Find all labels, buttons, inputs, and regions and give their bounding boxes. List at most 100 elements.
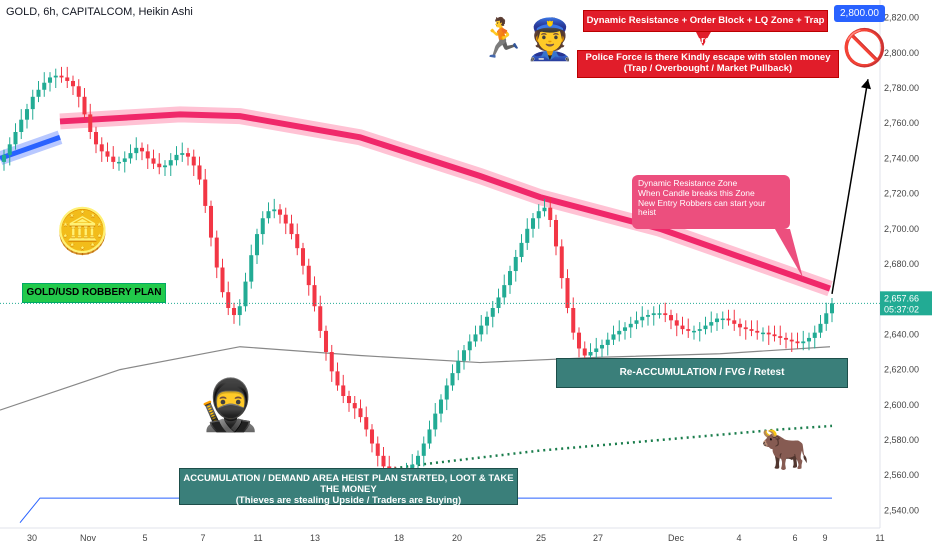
candle-body bbox=[783, 337, 789, 340]
trap-label-pointer bbox=[695, 30, 712, 46]
candle-body bbox=[732, 320, 737, 324]
candle-body bbox=[226, 292, 231, 308]
pink-note-line3: New Entry Robbers can start your heist bbox=[638, 197, 766, 218]
candle-body bbox=[82, 96, 87, 115]
price-tick-label: 2,760.00 bbox=[884, 118, 919, 128]
candle-body bbox=[42, 82, 47, 90]
bull-bear-icon: 🐂 bbox=[760, 428, 810, 472]
candle-body bbox=[208, 205, 214, 238]
candle-body bbox=[260, 218, 265, 235]
candle-body bbox=[300, 248, 306, 266]
candle-body bbox=[645, 315, 651, 317]
candle-body bbox=[174, 154, 179, 161]
police-warning-label: Police Force is there Kindly escape with… bbox=[577, 50, 839, 78]
chart-title: GOLD, 6h, CAPITALCOM, Heikin Ashi bbox=[6, 6, 193, 18]
candle-body bbox=[1, 154, 7, 162]
candle-body bbox=[369, 429, 375, 444]
pink-note-pointer bbox=[775, 229, 803, 278]
trap-area-text: Dynamic Resistance + Order Block + LQ Zo… bbox=[586, 15, 825, 46]
time-tick-label: 30 bbox=[27, 533, 37, 543]
candle-body bbox=[65, 77, 70, 81]
candle-body bbox=[576, 332, 582, 349]
accumulation-zone: ACCUMULATION / DEMAND AREA HEIST PLAN ST… bbox=[179, 468, 518, 506]
current-price-text: 2,657.66 bbox=[884, 293, 919, 303]
time-tick-label: 27 bbox=[593, 533, 603, 543]
candle-body bbox=[24, 109, 30, 120]
candle-body bbox=[548, 207, 553, 220]
candle-body bbox=[703, 325, 708, 330]
candle-body bbox=[473, 334, 478, 342]
time-tick-label: 7 bbox=[200, 533, 205, 543]
candle-body bbox=[484, 316, 490, 326]
candle-body bbox=[168, 160, 173, 166]
candle-body bbox=[686, 329, 691, 331]
moving-average-gray bbox=[0, 346, 831, 411]
price-tick-label: 2,640.00 bbox=[884, 329, 919, 339]
candles bbox=[1, 66, 835, 486]
time-tick-label: 13 bbox=[310, 533, 320, 543]
current-price-box bbox=[880, 291, 932, 316]
candle-body bbox=[59, 75, 64, 78]
price-tick-label: 2,800.00 bbox=[884, 48, 919, 58]
candle-body bbox=[128, 153, 133, 159]
candle-body bbox=[438, 399, 444, 414]
time-tick-label: 11 bbox=[875, 533, 884, 543]
blue-baseline-line bbox=[19, 497, 832, 524]
candle-body bbox=[778, 336, 783, 338]
candle-body bbox=[709, 322, 714, 326]
price-tick-label: 2,680.00 bbox=[884, 259, 919, 269]
candle-body bbox=[559, 246, 564, 279]
candle-body bbox=[582, 348, 587, 356]
pink-note-line1: Dynamic Resistance Zone bbox=[638, 178, 738, 188]
candle-body bbox=[450, 373, 455, 386]
candle-body bbox=[760, 332, 766, 335]
blue-baseline bbox=[19, 497, 832, 524]
candle-body bbox=[139, 147, 145, 152]
candle-body bbox=[421, 443, 426, 456]
candle-body bbox=[295, 234, 300, 249]
candle-body bbox=[829, 303, 835, 314]
candle-body bbox=[162, 165, 168, 168]
price-tick-label: 2,620.00 bbox=[884, 365, 919, 375]
price-tick-label: 2,560.00 bbox=[884, 470, 919, 480]
candle-body bbox=[680, 325, 685, 330]
price-tick-label: 2,720.00 bbox=[884, 189, 919, 199]
robber-with-bag-icon: 🏃 bbox=[478, 18, 526, 60]
candle-body bbox=[749, 329, 754, 331]
candle-body bbox=[145, 151, 150, 159]
candle-body bbox=[795, 341, 800, 344]
candle-body bbox=[594, 348, 599, 352]
price-tick-label: 2,600.00 bbox=[884, 400, 919, 410]
candle-body bbox=[513, 256, 518, 272]
candle-body bbox=[151, 158, 156, 164]
candle-body bbox=[467, 341, 472, 351]
police-icon: 👮 bbox=[525, 18, 575, 62]
candle-body bbox=[375, 443, 380, 456]
target-price-badge: 2,800.00 bbox=[834, 5, 885, 22]
candle-body bbox=[634, 320, 639, 324]
candle-body bbox=[88, 114, 93, 132]
candle-body bbox=[93, 132, 99, 145]
candle-body bbox=[214, 237, 219, 268]
candle-body bbox=[13, 132, 18, 145]
candle-body bbox=[536, 211, 541, 219]
candle-body bbox=[122, 158, 127, 162]
candle-body bbox=[588, 352, 593, 356]
candle-body bbox=[7, 144, 12, 155]
thief-icon: 🥷 bbox=[198, 377, 261, 433]
price-tick-label: 2,820.00 bbox=[884, 13, 919, 23]
candle-body bbox=[789, 339, 794, 342]
time-tick-label: 18 bbox=[394, 533, 404, 543]
price-tick-label: 2,780.00 bbox=[884, 83, 919, 93]
candle-body bbox=[203, 179, 208, 206]
candle-body bbox=[657, 313, 662, 315]
candle-body bbox=[818, 323, 823, 333]
candle-body bbox=[737, 323, 743, 328]
candle-body bbox=[530, 218, 536, 229]
candle-body bbox=[571, 308, 576, 333]
candle-body bbox=[479, 325, 484, 335]
time-tick-label: 4 bbox=[736, 533, 741, 543]
candle-body bbox=[283, 214, 288, 224]
